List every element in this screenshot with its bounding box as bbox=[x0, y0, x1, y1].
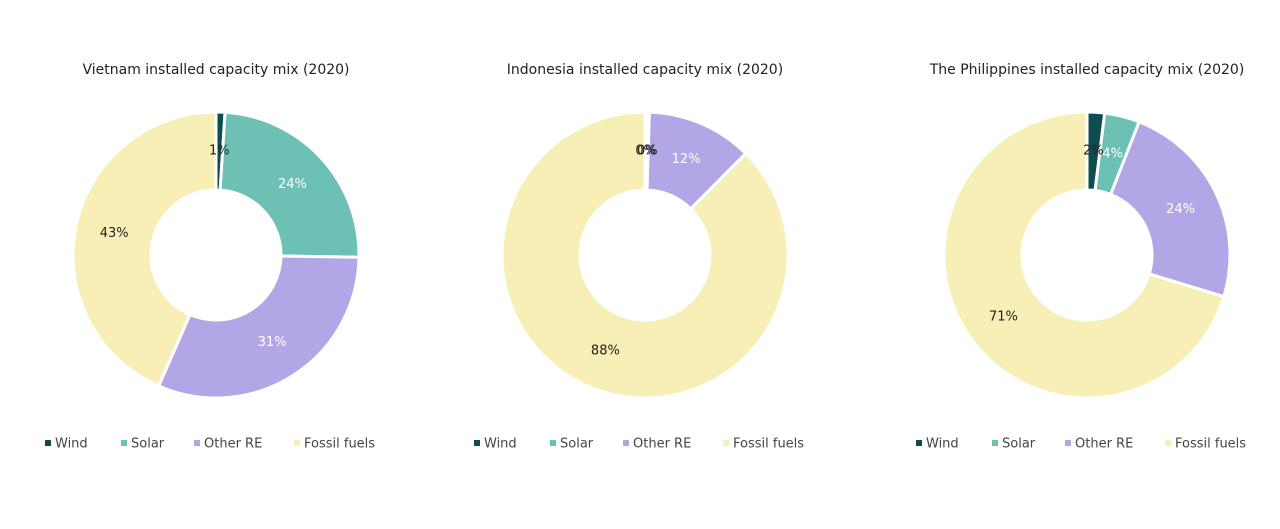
data-label: 4% bbox=[1102, 147, 1123, 162]
legend-label: Solar bbox=[560, 437, 594, 452]
legend-swatch bbox=[294, 440, 300, 446]
data-label: 31% bbox=[258, 335, 287, 350]
donut-slice bbox=[942, 110, 1226, 400]
legend-swatch bbox=[623, 440, 629, 446]
legend-label: Solar bbox=[1002, 437, 1036, 452]
legend-label: Fossil fuels bbox=[304, 437, 375, 452]
legend-swatch bbox=[723, 440, 729, 446]
legend-label: Other RE bbox=[633, 437, 691, 452]
legend-swatch bbox=[992, 440, 998, 446]
legend-label: Wind bbox=[484, 437, 517, 452]
data-label: 24% bbox=[1166, 202, 1195, 217]
data-label: 2% bbox=[1083, 144, 1104, 159]
legend-label: Fossil fuels bbox=[733, 437, 804, 452]
legend-label: Other RE bbox=[204, 437, 262, 452]
legend-swatch bbox=[121, 440, 127, 446]
donut-slice bbox=[500, 110, 790, 400]
legend-swatch bbox=[1065, 440, 1071, 446]
donut-slice bbox=[1108, 119, 1232, 299]
donut-slice bbox=[71, 110, 218, 388]
legend-swatch bbox=[45, 440, 51, 446]
chart-title: Indonesia installed capacity mix (2020) bbox=[507, 62, 783, 78]
data-label: 1% bbox=[209, 144, 230, 159]
chart-title: The Philippines installed capacity mix (… bbox=[929, 62, 1245, 78]
data-label: 0% bbox=[637, 144, 658, 159]
data-label: 0% bbox=[635, 144, 656, 159]
donut-slice bbox=[156, 254, 361, 400]
legend-label: Wind bbox=[926, 437, 959, 452]
chart-title: Vietnam installed capacity mix (2020) bbox=[82, 62, 349, 78]
legend-swatch bbox=[474, 440, 480, 446]
legend-label: Other RE bbox=[1075, 437, 1133, 452]
legend-swatch bbox=[916, 440, 922, 446]
legend-label: Solar bbox=[131, 437, 165, 452]
donut-slice bbox=[218, 110, 361, 259]
legend-swatch bbox=[194, 440, 200, 446]
legend-swatch bbox=[550, 440, 556, 446]
data-label: 24% bbox=[278, 177, 307, 192]
legend-label: Fossil fuels bbox=[1175, 437, 1246, 452]
data-label: 88% bbox=[591, 344, 620, 359]
data-label: 43% bbox=[100, 226, 129, 241]
data-label: 71% bbox=[989, 309, 1018, 324]
legend-swatch bbox=[1165, 440, 1171, 446]
legend-label: Wind bbox=[55, 437, 88, 452]
data-label: 12% bbox=[672, 152, 701, 167]
